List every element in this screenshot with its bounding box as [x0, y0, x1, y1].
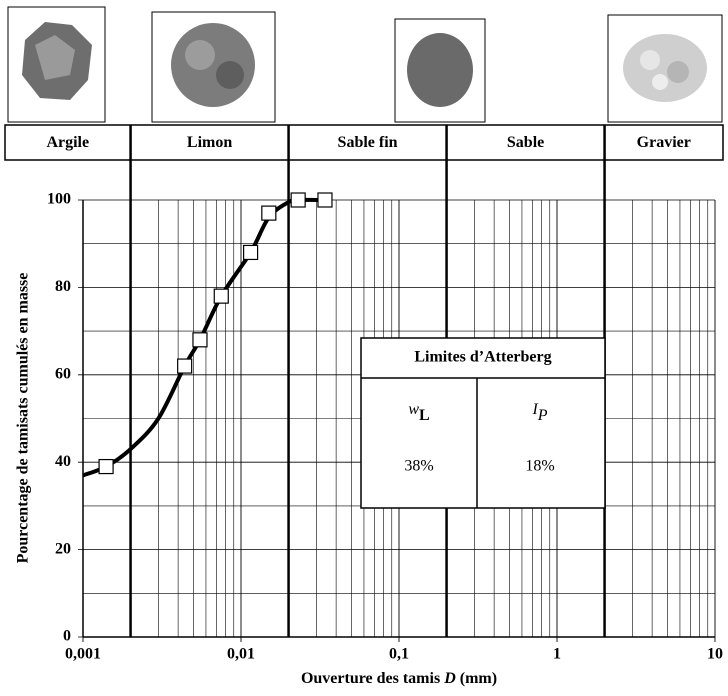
y-tick-label: 20 [55, 540, 71, 557]
symbol-main: w [408, 401, 419, 418]
limit-value: 38% [404, 458, 433, 475]
curve [82, 197, 325, 478]
x-tick-label: 1 [553, 646, 561, 663]
marks [82, 192, 333, 478]
y-tick-label: 100 [47, 191, 71, 208]
symbol: IP [531, 401, 547, 424]
point-marker [261, 205, 277, 221]
class-label: Argile [46, 134, 89, 151]
x-axis-title: Ouverture des tamis D (mm) [301, 670, 497, 687]
class-label: Sable fin [338, 134, 398, 151]
y-axis-title: Pourcentage de tamisats cumulés en masse [15, 273, 32, 564]
x-title-part: (mm) [456, 670, 497, 687]
point-marker [177, 358, 193, 374]
class-label: Sable [507, 134, 544, 151]
y-tick-label: 0 [63, 628, 71, 645]
class-label: Limon [187, 134, 232, 151]
x-tick-label: 0,01 [227, 646, 255, 663]
y-tick-label: 80 [55, 278, 71, 295]
x-tick-label: 0,1 [389, 646, 409, 663]
table-title: Limites d’Atterberg [414, 349, 551, 366]
point-marker [192, 332, 208, 348]
point-marker [242, 244, 259, 261]
point-marker [98, 458, 114, 475]
x-tick-label: 0,001 [65, 646, 101, 663]
x-tick-label: 10 [707, 646, 723, 663]
symbol: wL [408, 401, 429, 424]
point-marker [317, 192, 333, 208]
y-tick-label: 60 [55, 365, 71, 382]
class-label: Gravier [637, 134, 691, 151]
y-tick-label: 40 [55, 453, 71, 470]
labels: 0 20 40 60 80 100 0,001 0,01 0,1 1 10 [47, 191, 723, 663]
point-marker [290, 192, 306, 208]
x-title-part: D [443, 670, 456, 687]
x-title-part: Ouverture des tamis [301, 670, 444, 687]
point-marker [213, 288, 229, 304]
symbol-sub: P [537, 407, 548, 424]
atterberg-table: Limites d’Atterberg wL IP 38% 18% [360, 337, 606, 509]
soil-photos [7, 6, 723, 123]
limit-value: 18% [525, 458, 554, 475]
symbol-sub: L [419, 407, 430, 424]
symbol-main: I [531, 401, 538, 418]
